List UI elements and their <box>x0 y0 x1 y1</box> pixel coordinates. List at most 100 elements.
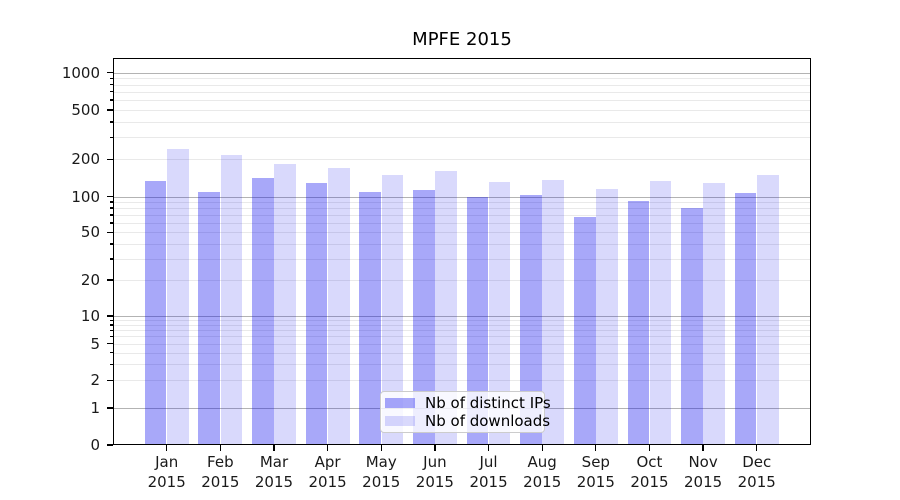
legend-row-downloads: Nb of downloads <box>385 412 550 430</box>
y-tick-label: 5 <box>90 334 100 353</box>
bar-downloads-jun <box>435 170 457 445</box>
y-tick <box>106 279 113 281</box>
y-minor-tick <box>109 121 113 123</box>
y-minor-tick <box>109 352 113 354</box>
x-tick-label-year: 2015 <box>523 473 562 491</box>
bar-downloads-may <box>381 174 404 445</box>
x-tick-label: Sep 2015 <box>551 452 641 492</box>
y-tick-label: 10 <box>80 307 100 325</box>
y-gridline-major <box>113 316 811 317</box>
y-minor-tick <box>109 329 113 331</box>
x-tick-label-month: Oct <box>636 453 663 471</box>
y-tick <box>106 379 113 381</box>
y-tick-label: 50 <box>80 223 100 242</box>
x-tick <box>219 445 221 451</box>
x-tick-label-month: Dec <box>742 453 772 471</box>
x-tick <box>326 445 329 451</box>
bar-downloads-jan <box>167 149 189 445</box>
y-tick <box>106 109 113 111</box>
legend: Nb of distinct IPs Nb of downloads <box>380 391 551 433</box>
x-tick-label-month: Jan <box>155 453 179 471</box>
chart-title: MPFE 2015 <box>412 29 512 50</box>
y-gridline-minor <box>113 280 811 282</box>
y-gridline-minor <box>113 78 811 80</box>
y-gridline-minor <box>113 244 811 246</box>
x-tick-label-year: 2015 <box>737 473 776 491</box>
bar-downloads-dec <box>757 174 779 445</box>
x-tick-label-year: 2015 <box>630 473 669 491</box>
y-gridline-minor <box>113 215 811 216</box>
x-tick-label-month: Sep <box>581 453 610 471</box>
bar-distinct-ips-oct <box>627 200 650 445</box>
bar-distinct-ips-nov <box>681 208 703 445</box>
bar-downloads-jul <box>488 182 511 445</box>
x-tick-label-year: 2015 <box>576 473 615 491</box>
y-tick-label: 2 <box>90 371 100 390</box>
y-minor-tick <box>109 91 113 93</box>
x-tick <box>756 445 758 451</box>
y-minor-tick <box>109 83 113 86</box>
y-tick-label: 0 <box>90 436 100 454</box>
bar-distinct-ips-aug <box>520 195 542 445</box>
x-tick <box>487 445 490 451</box>
x-tick-label: Jan 2015 <box>122 452 212 492</box>
y-tick <box>106 71 113 74</box>
x-tick <box>702 445 704 451</box>
bar-distinct-ips-mar <box>252 177 274 445</box>
bar-distinct-ips-dec <box>734 193 757 445</box>
plot-area <box>113 58 811 445</box>
y-minor-tick <box>109 363 113 365</box>
y-gridline-minor <box>113 84 811 86</box>
y-minor-tick <box>109 214 113 216</box>
bar-downloads-mar <box>274 163 296 445</box>
x-tick-label-month: Apr <box>314 453 341 471</box>
y-gridline-minor <box>113 324 811 326</box>
x-tick-label-year: 2015 <box>147 473 186 491</box>
y-gridline-minor <box>113 364 811 366</box>
x-tick-label-year: 2015 <box>684 473 723 491</box>
y-tick <box>106 158 113 160</box>
y-tick-label: 100 <box>71 187 100 206</box>
y-tick <box>106 315 113 317</box>
bar-downloads-sep <box>596 188 618 445</box>
y-gridline-minor <box>113 258 811 260</box>
y-minor-tick <box>109 243 113 245</box>
x-tick <box>434 445 436 451</box>
y-minor-tick <box>109 258 113 260</box>
y-minor-tick <box>109 222 113 224</box>
y-tick <box>106 444 113 446</box>
x-tick-label-year: 2015 <box>308 473 347 491</box>
y-gridline-minor <box>113 91 811 93</box>
x-tick-label-month: Jun <box>423 453 447 471</box>
y-gridline-major <box>113 72 811 74</box>
x-tick <box>273 445 275 451</box>
y-gridline-minor <box>113 100 811 101</box>
y-tick <box>106 195 113 198</box>
y-minor-tick <box>109 99 113 101</box>
bar-distinct-ips-apr <box>305 183 328 445</box>
y-tick-label: 1000 <box>61 63 100 82</box>
bar-distinct-ips-feb <box>198 192 221 445</box>
y-gridline-minor <box>113 336 811 338</box>
x-tick-label-month: Aug <box>527 453 557 471</box>
x-tick-label: Aug 2015 <box>497 452 587 492</box>
y-minor-tick <box>109 77 113 79</box>
x-tick-label: Oct 2015 <box>604 452 694 492</box>
bar-distinct-ips-may <box>359 191 381 445</box>
y-minor-tick <box>109 335 113 338</box>
x-tick-label-month: May <box>365 453 397 471</box>
x-tick-label-year: 2015 <box>362 473 401 491</box>
y-gridline-minor <box>113 320 811 322</box>
y-gridline-minor <box>113 159 811 161</box>
bar-distinct-ips-jan <box>144 180 167 445</box>
x-tick <box>541 445 543 451</box>
y-gridline-minor <box>113 121 811 123</box>
y-gridline-minor <box>113 208 811 210</box>
x-tick-label: Jun 2015 <box>390 452 480 492</box>
y-tick-label: 1 <box>90 399 100 417</box>
y-minor-tick <box>109 207 113 209</box>
x-tick-label-month: Feb <box>207 453 234 471</box>
legend-row-distinct-ips: Nb of distinct IPs <box>385 394 551 412</box>
bar-downloads-oct <box>649 181 672 445</box>
